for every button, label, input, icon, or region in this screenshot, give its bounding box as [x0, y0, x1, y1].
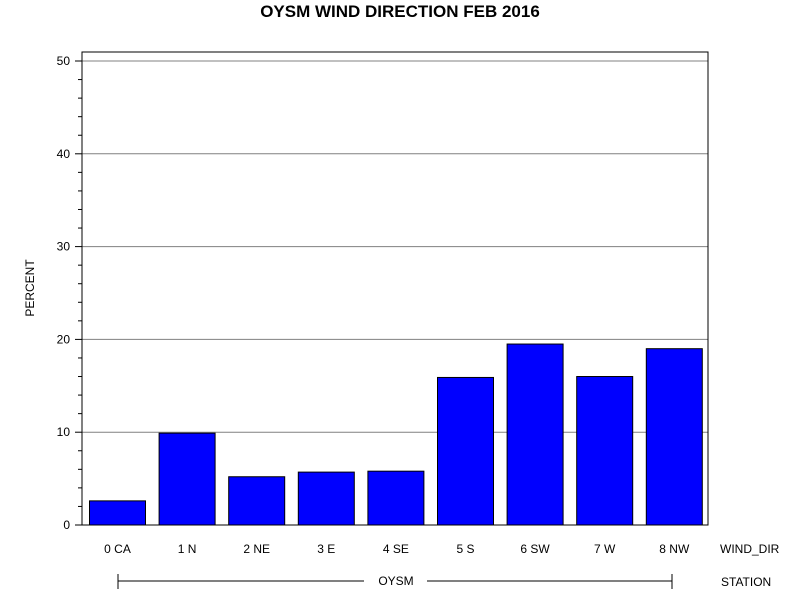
- bar-3-e: [297, 471, 355, 526]
- bar-6-sw: [506, 343, 564, 526]
- x-tick-label: 0 CA: [104, 542, 131, 556]
- x-tick-label: 2 NE: [243, 542, 270, 556]
- bar-1-n: [158, 432, 216, 526]
- y-tick-label: 50: [57, 54, 71, 68]
- y-axis-ticks: 0 10 20 30 40 50: [57, 54, 82, 532]
- y-tick-label: 0: [63, 518, 70, 532]
- bar-5-s: [437, 376, 494, 526]
- x-axis-label: WIND_DIR: [720, 542, 780, 556]
- x-tick-label: 4 SE: [383, 542, 409, 556]
- y-tick-label: 30: [57, 240, 71, 254]
- bar-7-w: [576, 376, 634, 526]
- y-tick-label: 10: [57, 425, 71, 439]
- station-value: OYSM: [378, 574, 413, 588]
- bar-2-ne: [228, 476, 286, 526]
- x-axis-ticks: 0 CA 1 N 2 NE 3 E 4 SE 5 S 6 SW 7 W 8 NW: [104, 542, 690, 556]
- x-tick-label: 8 NW: [659, 542, 690, 556]
- x-tick-label: 5 S: [456, 542, 474, 556]
- chart-title: OYSM WIND DIRECTION FEB 2016: [260, 2, 540, 21]
- bar-4-se: [367, 470, 425, 526]
- x-tick-label: 1 N: [178, 542, 197, 556]
- y-axis-label: PERCENT: [23, 259, 37, 317]
- y-tick-label: 40: [57, 147, 71, 161]
- bars: [89, 343, 703, 526]
- x-tick-label: 3 E: [317, 542, 335, 556]
- station-label: STATION: [721, 575, 771, 589]
- y-tick-label: 20: [57, 332, 71, 346]
- plot-frame: [81, 51, 709, 526]
- bar-0-ca: [89, 500, 146, 526]
- bar-8-nw: [645, 348, 703, 526]
- x-tick-label: 7 W: [594, 542, 616, 556]
- x-tick-label: 6 SW: [520, 542, 550, 556]
